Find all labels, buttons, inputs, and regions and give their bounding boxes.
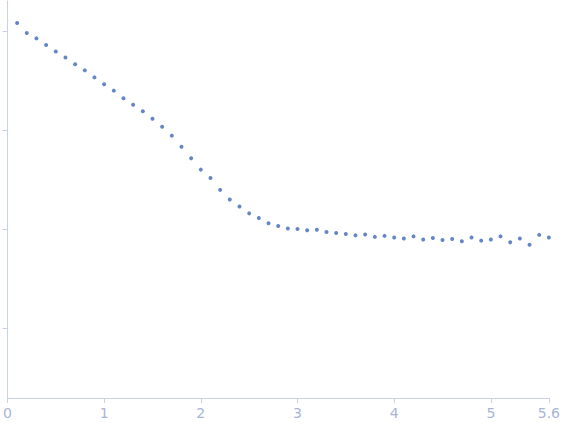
svg-text:4: 4 xyxy=(390,405,399,421)
svg-text:3: 3 xyxy=(293,405,302,421)
svg-text:1: 1 xyxy=(100,405,109,421)
svg-text:2: 2 xyxy=(196,405,205,421)
svg-text:0: 0 xyxy=(3,405,12,421)
svg-text:5.6: 5.6 xyxy=(538,405,560,421)
svg-text:5: 5 xyxy=(486,405,495,421)
